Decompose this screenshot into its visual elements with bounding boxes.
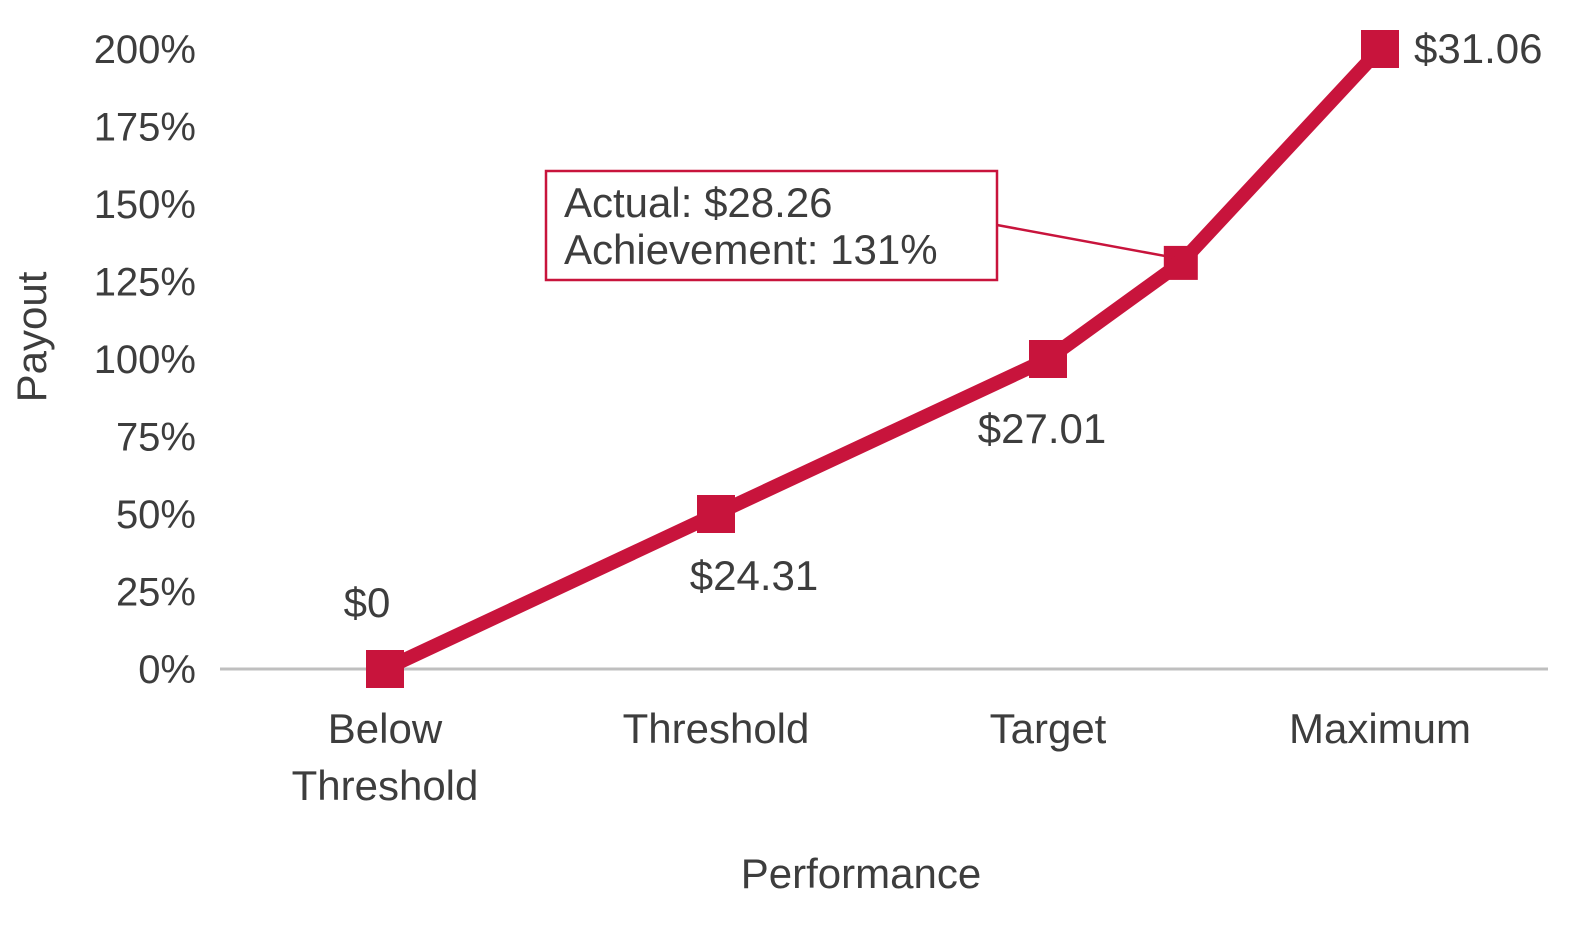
y-tick-label: 150% (94, 183, 196, 227)
data-point-marker (697, 495, 735, 533)
data-label: $0 (344, 579, 391, 626)
x-tick-label: Threshold (623, 705, 810, 752)
x-tick-label-line: Threshold (623, 705, 810, 752)
y-tick-label: 25% (116, 571, 196, 615)
data-point-marker (1361, 30, 1399, 68)
y-tick-label: 100% (94, 338, 196, 382)
data-label: $27.01 (978, 405, 1106, 452)
data-point-marker (1029, 340, 1067, 378)
x-tick-label-line: Threshold (292, 762, 479, 809)
x-tick-label-line: Maximum (1289, 705, 1471, 752)
y-tick-label: 0% (138, 648, 196, 692)
x-axis-title: Performance (741, 850, 981, 897)
x-tick-label: Below Threshold (292, 705, 479, 809)
y-axis-title: Payout (8, 271, 55, 402)
x-tick-label-line: Below (328, 705, 443, 752)
data-label: $24.31 (690, 552, 818, 599)
callout-leader-line (996, 223, 1182, 261)
callout-box (544, 169, 999, 282)
data-label: $31.06 (1414, 25, 1542, 72)
series-line (378, 42, 1387, 676)
x-axis: Below Threshold Threshold Target Maximum (292, 705, 1471, 809)
x-tick-label-line: Target (990, 705, 1107, 752)
y-axis: 0% 25% 50% 75% 100% 125% 150% 175% 200% (94, 28, 196, 692)
y-tick-label: 200% (94, 28, 196, 72)
y-tick-label: 175% (94, 106, 196, 150)
callout-text-line: Achievement: 131% (564, 226, 938, 273)
y-tick-label: 125% (94, 261, 196, 305)
data-point-marker (366, 650, 404, 688)
callout-text-line: Actual: $28.26 (564, 179, 833, 226)
x-tick-label: Target (990, 705, 1107, 752)
y-tick-label: 50% (116, 493, 196, 537)
x-tick-label: Maximum (1289, 705, 1471, 752)
series-payout: $0 $24.31 $27.01 $31.06 (344, 25, 1542, 688)
y-tick-label: 75% (116, 416, 196, 460)
actual-point-marker (1163, 245, 1198, 280)
